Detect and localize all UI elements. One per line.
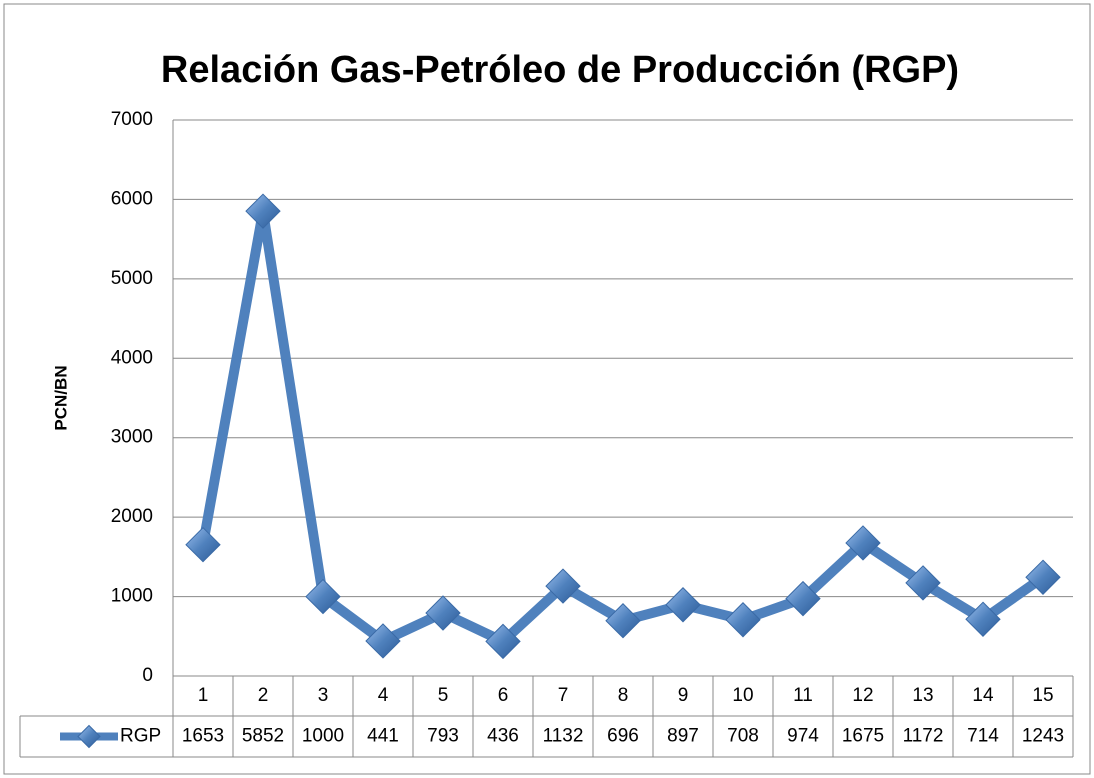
marker [605,603,641,639]
table-value: 5852 [242,726,284,747]
chart-frame [3,3,1091,775]
legend-marker [77,724,101,749]
x-tick-label: 8 [618,685,629,706]
x-tick-label: 13 [912,685,933,706]
y-tick-label: 5000 [111,268,153,289]
marker [785,580,821,617]
x-tick-label: 1 [198,685,209,706]
marker [965,601,1001,637]
marker [365,623,401,659]
marker [305,578,341,615]
table-value: 1653 [182,726,224,747]
y-tick-label: 2000 [111,506,153,527]
x-tick-label: 4 [378,685,389,706]
y-axis-label: PCN/BN [51,365,70,430]
marker [845,525,881,561]
y-tick-label: 7000 [111,109,153,130]
x-tick-label: 2 [258,685,269,706]
y-tick-label: 1000 [111,586,153,607]
x-tick-label: 7 [558,685,569,706]
table-value: 793 [427,726,459,747]
table-value: 897 [667,726,699,747]
marker [425,595,461,631]
y-tick-label: 0 [142,665,153,686]
table-value: 1172 [903,726,944,747]
table-value: 1000 [302,726,344,747]
x-tick-label: 5 [438,685,449,706]
table-value: 708 [727,726,759,747]
y-tick-label: 3000 [111,427,153,448]
x-tick-label: 9 [678,685,689,706]
table-value: 1132 [543,726,584,747]
x-tick-label: 14 [972,685,994,706]
marker [185,526,221,563]
legend-label: RGP [120,726,161,747]
marker [905,565,941,601]
table-value: 436 [487,726,519,747]
x-tick-label: 3 [318,685,329,706]
x-tick-label: 11 [793,685,813,706]
table-value: 441 [367,726,399,747]
marker [725,602,761,638]
y-tick-label: 4000 [111,347,153,368]
marker [245,193,281,229]
table-value: 696 [607,726,639,747]
marker [485,623,521,660]
chart-title: Relación Gas-Petróleo de Producción (RGP… [161,49,959,91]
marker [665,587,701,623]
x-tick-label: 6 [498,685,509,706]
table-value: 974 [787,726,819,747]
x-tick-label: 12 [852,685,873,706]
x-tick-label: 10 [732,685,753,706]
table-value: 1243 [1022,726,1064,747]
table-value: 714 [967,726,999,747]
y-tick-label: 6000 [111,188,153,209]
marker [1025,559,1061,595]
x-tick-label: 15 [1032,685,1053,706]
table-value: 1675 [842,726,884,747]
marker [545,568,581,604]
